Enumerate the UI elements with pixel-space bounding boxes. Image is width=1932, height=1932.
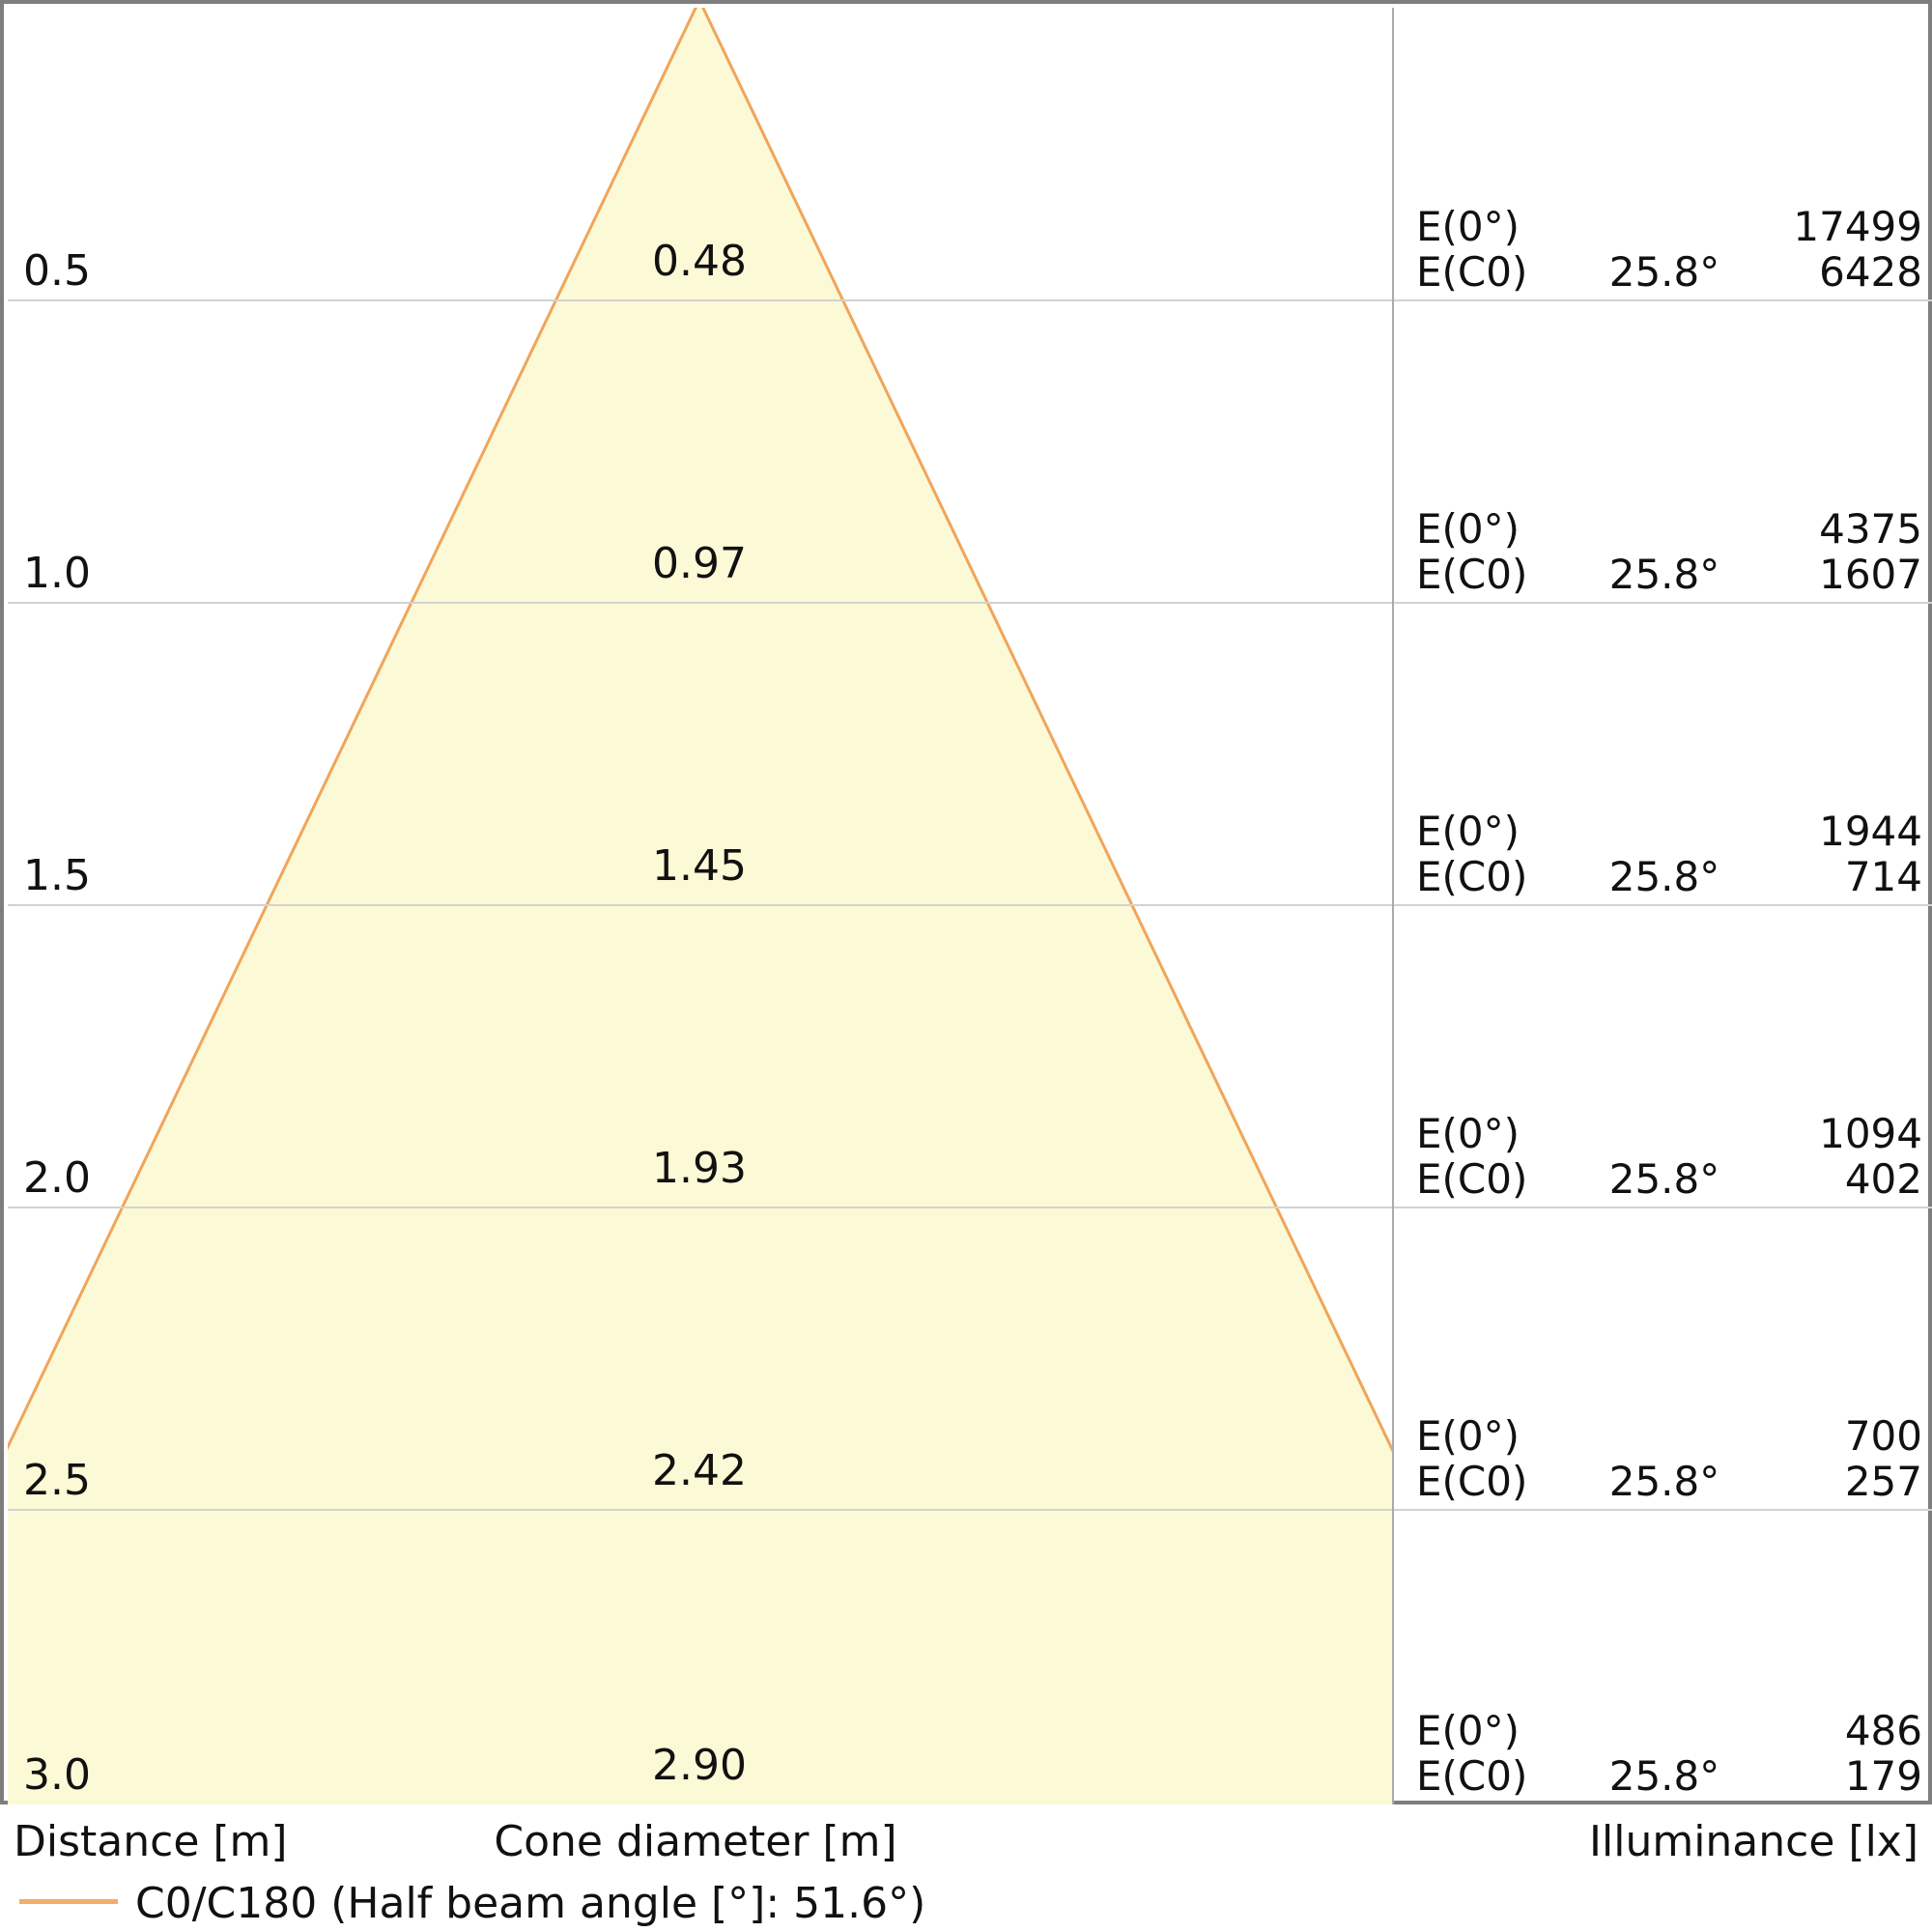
illuminance-row: E(0°) 486 E(C0) 25.8° 179 [1416,1708,1922,1799]
legend-label: C0/C180 (Half beam angle [°]: 51.6°) [135,1879,926,1928]
ec0-line: E(C0) 25.8° 402 [1416,1156,1922,1202]
e0-value: 700 [1844,1412,1922,1460]
cone-diameter-value: 2.90 [652,1741,747,1790]
cone-diameter-value: 1.45 [652,841,747,891]
cone-diagram-chart: 0.5 1.0 1.5 2.0 2.5 3.0 0.48 0.97 1.45 1… [0,0,1932,1804]
ec0-line: E(C0) 25.8° 6428 [1416,249,1922,295]
illuminance-row: E(0°) 700 E(C0) 25.8° 257 [1416,1413,1922,1504]
ec0-value: 179 [1844,1752,1922,1800]
cone-diameter-value: 0.48 [652,237,747,286]
light-cone-shape [8,8,1392,1804]
ec0-label: E(C0) [1416,1155,1528,1203]
distance-tick: 2.0 [23,1153,91,1203]
e0-line: E(0°) 4375 [1416,506,1922,552]
ec0-label: E(C0) [1416,248,1528,296]
table-separator-line [1392,8,1394,1804]
e0-line: E(0°) 486 [1416,1708,1922,1753]
ec0-value: 714 [1844,853,1922,900]
beam-cone-polygon [8,8,1392,1804]
ec0-value: 1607 [1819,551,1922,598]
beam-angle-value: 25.8° [1608,1458,1720,1505]
e0-line: E(0°) 1094 [1416,1111,1922,1156]
gridline-0-5m [8,299,1932,301]
distance-tick: 3.0 [23,1750,91,1800]
distance-tick: 2.5 [23,1456,91,1505]
e0-value: 1094 [1819,1110,1922,1157]
e0-label: E(0°) [1416,1110,1520,1157]
e0-label: E(0°) [1416,1707,1520,1754]
gridline-2-5m [8,1509,1932,1511]
ec0-value: 402 [1844,1155,1922,1203]
cone-diameter-value: 2.42 [652,1446,747,1495]
beam-angle-value: 25.8° [1608,1155,1720,1203]
beam-angle-value: 25.8° [1608,1752,1720,1800]
e0-label: E(0°) [1416,505,1520,553]
e0-value: 4375 [1819,505,1922,553]
cone-diameter-value: 1.93 [652,1144,747,1193]
ec0-line: E(C0) 25.8° 257 [1416,1459,1922,1504]
ec0-label: E(C0) [1416,853,1528,900]
e0-label: E(0°) [1416,808,1520,855]
legend-line-swatch [19,1899,118,1904]
gridline-1-0m [8,602,1932,604]
e0-line: E(0°) 1944 [1416,809,1922,854]
e0-value: 486 [1844,1707,1922,1754]
distance-tick: 0.5 [23,246,91,296]
gridline-1-5m [8,904,1932,906]
e0-line: E(0°) 17499 [1416,204,1922,249]
beam-angle-value: 25.8° [1608,853,1720,900]
ec0-line: E(C0) 25.8° 179 [1416,1753,1922,1799]
ec0-label: E(C0) [1416,1752,1528,1800]
cone-diameter-axis-label: Cone diameter [m] [494,1817,897,1866]
cone-diameter-value: 0.97 [652,539,747,588]
ec0-line: E(C0) 25.8° 1607 [1416,552,1922,597]
illuminance-row: E(0°) 1094 E(C0) 25.8° 402 [1416,1111,1922,1202]
e0-value: 17499 [1793,203,1922,250]
e0-value: 1944 [1819,808,1922,855]
distance-tick: 1.0 [23,549,91,598]
distance-tick: 1.5 [23,851,91,900]
illuminance-row: E(0°) 1944 E(C0) 25.8° 714 [1416,809,1922,899]
ec0-value: 6428 [1819,248,1922,296]
e0-line: E(0°) 700 [1416,1413,1922,1459]
beam-angle-value: 25.8° [1608,248,1720,296]
ec0-label: E(C0) [1416,551,1528,598]
beam-angle-value: 25.8° [1608,551,1720,598]
distance-axis-label: Distance [m] [14,1817,288,1866]
illuminance-axis-label: Illuminance [lx] [1589,1817,1918,1866]
e0-label: E(0°) [1416,1412,1520,1460]
illuminance-row: E(0°) 4375 E(C0) 25.8° 1607 [1416,506,1922,597]
ec0-value: 257 [1844,1458,1922,1505]
ec0-label: E(C0) [1416,1458,1528,1505]
gridline-2-0m [8,1207,1932,1208]
ec0-line: E(C0) 25.8° 714 [1416,854,1922,899]
e0-label: E(0°) [1416,203,1520,250]
illuminance-row: E(0°) 17499 E(C0) 25.8° 6428 [1416,204,1922,295]
